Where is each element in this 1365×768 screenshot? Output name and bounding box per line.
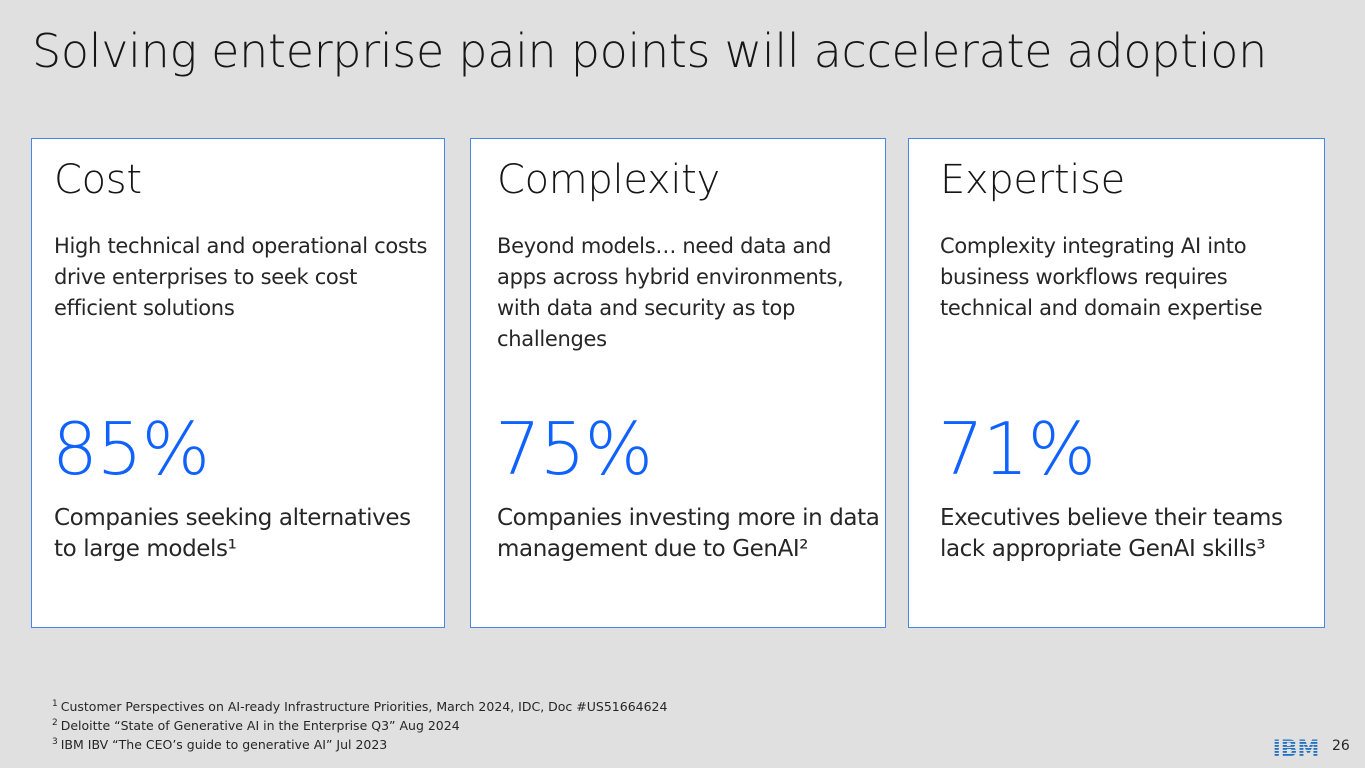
ibm-logo-icon: IBM — [1273, 737, 1320, 758]
card-caption: Companies investing more in data managem… — [497, 505, 880, 562]
card-complexity: Complexity Beyond models… need data and … — [470, 138, 886, 628]
footnotes: 1 Customer Perspectives on AI-ready Infra… — [52, 696, 667, 753]
card-stat: 75% — [495, 407, 653, 491]
card-caption: Companies seeking alternatives to large … — [54, 505, 411, 562]
footnote: 2 Deloitte “State of Generative AI in the… — [52, 718, 460, 733]
card-description: Beyond models… need data and apps across… — [497, 234, 844, 351]
card-title: Cost — [54, 157, 142, 203]
card-stat: 85% — [52, 407, 210, 491]
card-description: High technical and operational costs dri… — [54, 234, 428, 320]
card-title: Expertise — [940, 157, 1125, 203]
card-title: Complexity — [497, 157, 720, 203]
slide-title: Solving enterprise pain points will acce… — [32, 24, 1267, 78]
card-description: Complexity integrating AI into business … — [940, 234, 1263, 320]
card-stat: 71% — [938, 407, 1096, 491]
footnote: 1 Customer Perspectives on AI-ready Infra… — [52, 699, 668, 714]
card-expertise: Expertise Complexity integrating AI into… — [908, 138, 1325, 628]
footnote: 3 IBM IBV “The CEO’s guide to generative … — [52, 737, 388, 752]
card-caption: Executives believe their teams lack appr… — [940, 505, 1283, 562]
page-number: 26 — [1332, 738, 1350, 754]
card-cost: Cost High technical and operational cost… — [31, 138, 445, 628]
svg-text:IBM: IBM — [1273, 737, 1320, 758]
